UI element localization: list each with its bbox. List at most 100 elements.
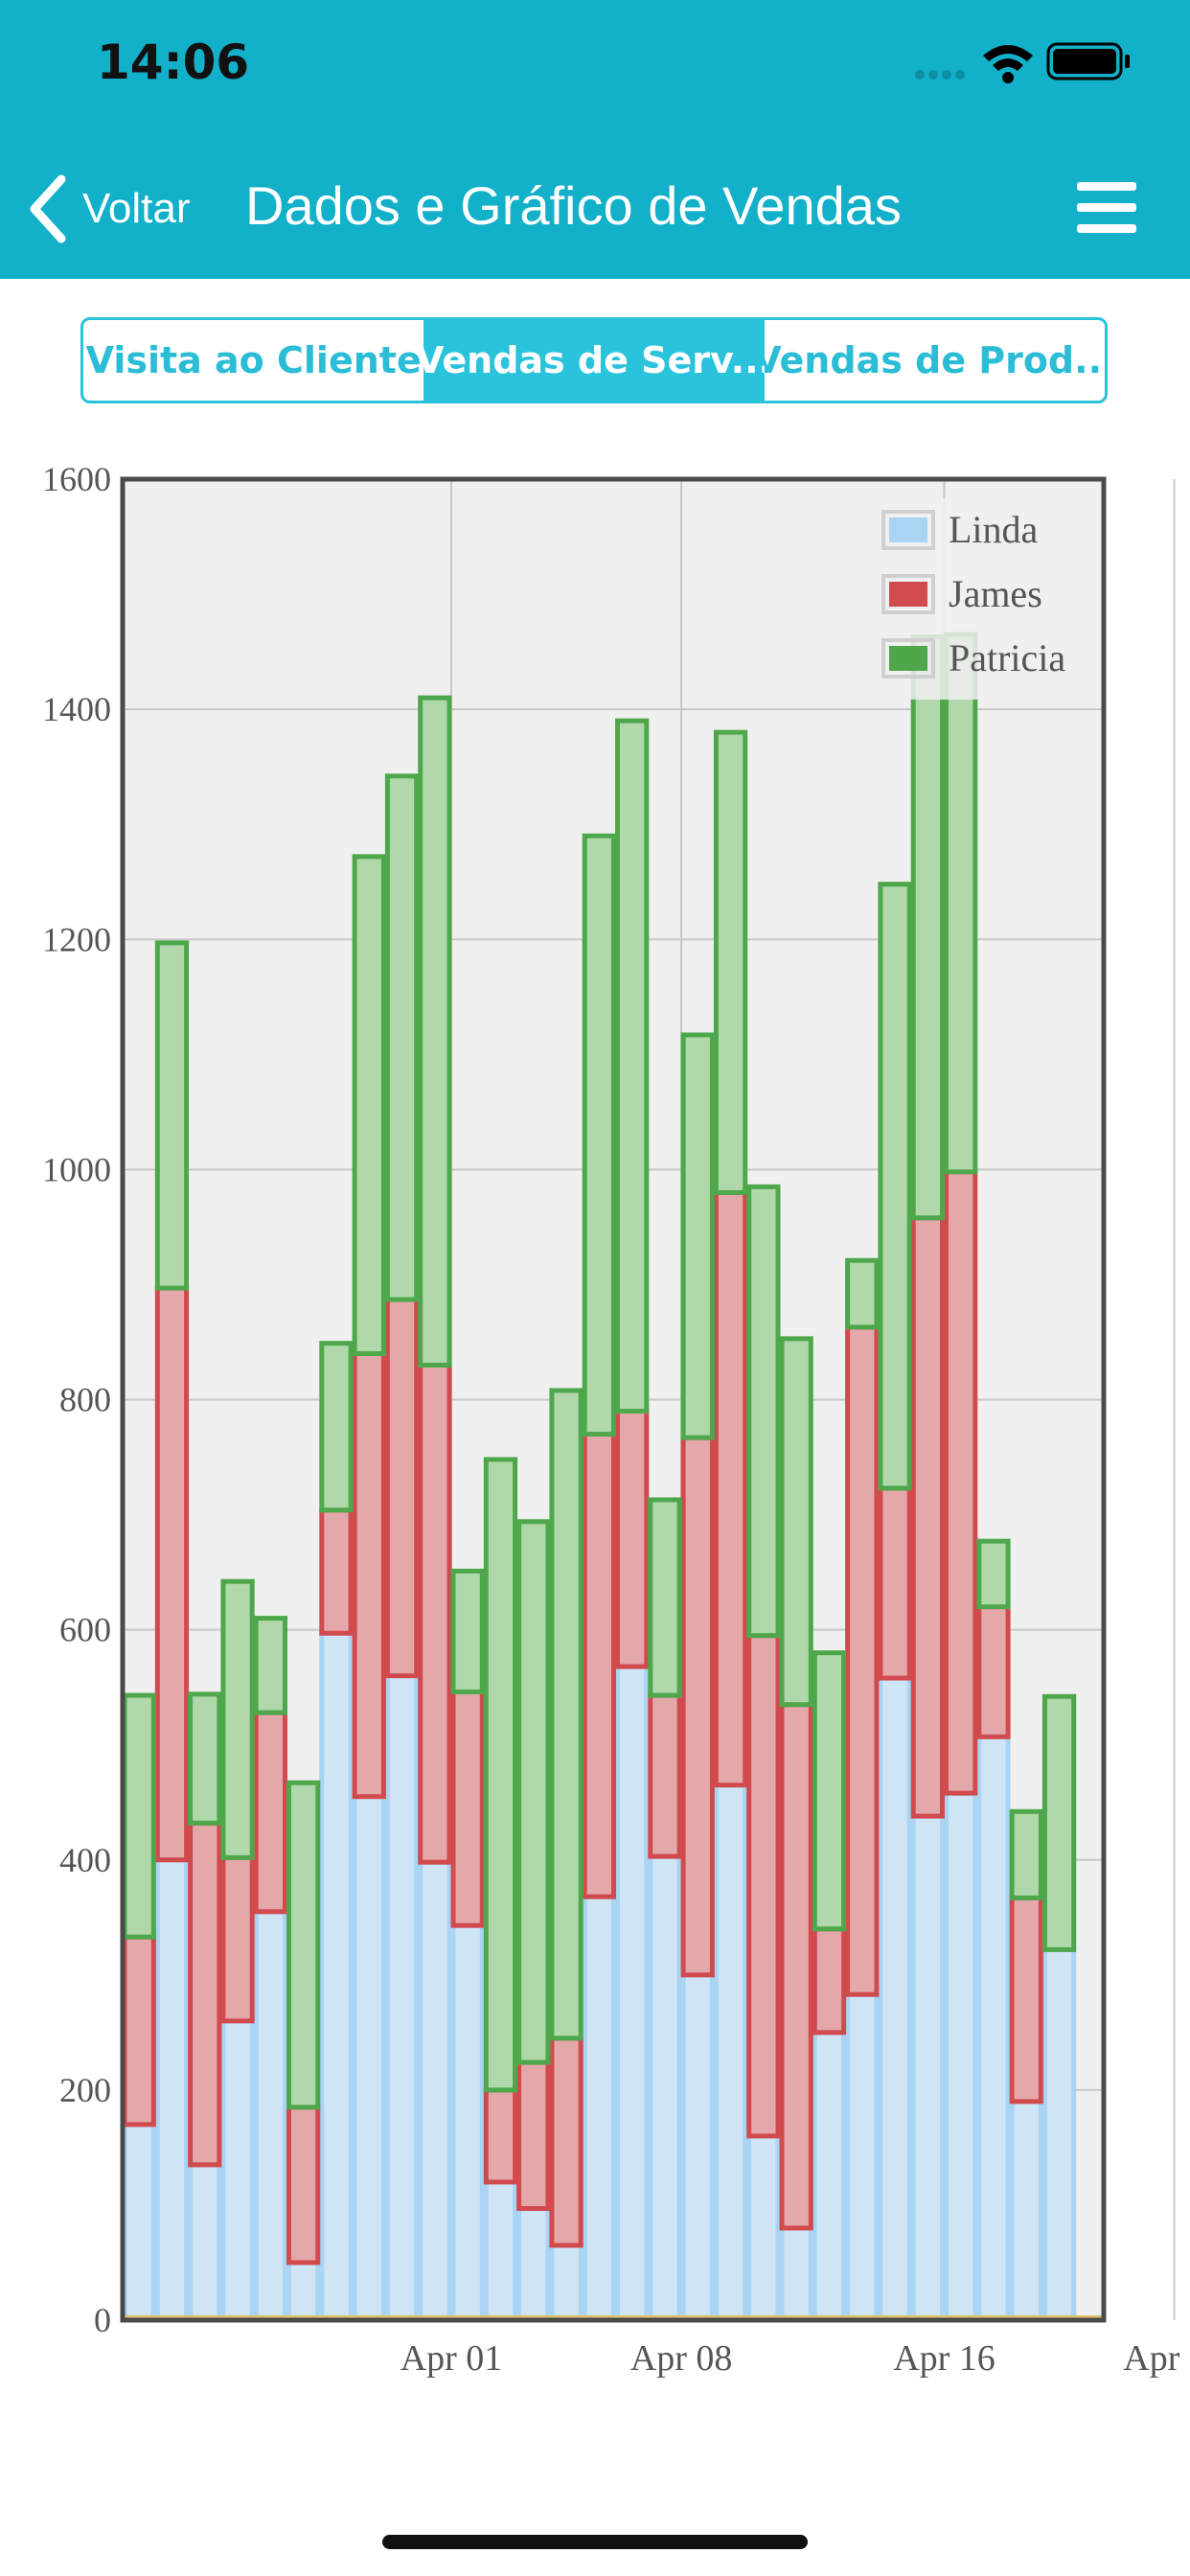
segment-client-visit[interactable]: Visita ao Cliente xyxy=(85,339,422,381)
wifi-icon xyxy=(983,45,1033,83)
bar-segment-linda xyxy=(352,1794,386,2323)
x-tick-label: Apr 08 xyxy=(630,2338,733,2379)
y-tick-label: 200 xyxy=(59,2071,111,2109)
bar-segment-linda xyxy=(582,1894,617,2323)
bar-segment-patricia xyxy=(878,882,912,1491)
bar-segment-patricia xyxy=(944,632,978,1175)
bar-segment-james xyxy=(516,2059,551,2212)
bar-segment-linda xyxy=(878,1675,912,2323)
bar-segment-linda xyxy=(516,2206,551,2323)
bar-segment-patricia xyxy=(910,633,946,1221)
bar-segment-james xyxy=(418,1362,452,1865)
bar-segment-patricia xyxy=(779,1336,813,1708)
bar-segment-linda xyxy=(122,2122,156,2323)
segment-product-sales[interactable]: Vendas de Prod... xyxy=(764,339,1105,381)
bar-segment-linda xyxy=(253,1909,288,2323)
legend-swatch-border xyxy=(881,638,935,678)
bar-segment-james xyxy=(154,1285,190,1863)
bar-segment-james xyxy=(319,1507,354,1636)
segment-service-sales[interactable]: Vendas de Serv... xyxy=(423,320,765,401)
bar-segment-linda xyxy=(976,1734,1011,2323)
menu-button[interactable] xyxy=(1077,182,1136,234)
bar-segment-linda xyxy=(648,1853,682,2323)
bar-segment-linda xyxy=(779,2225,813,2323)
bar-segment-patricia xyxy=(516,1519,551,2065)
bar-segment-linda xyxy=(1009,2099,1043,2323)
legend-label: Patricia xyxy=(949,636,1065,679)
plot-frame xyxy=(120,476,1107,2323)
bar-segment-patricia xyxy=(845,1257,880,1330)
bar-segment-james xyxy=(253,1710,288,1915)
back-button[interactable]: Voltar xyxy=(25,171,191,247)
bar-segment-patricia xyxy=(154,940,190,1291)
x-tick-label: Apr 23 xyxy=(1123,2338,1190,2379)
status-time: 14:06 xyxy=(97,34,250,90)
bar-segment-linda xyxy=(384,1673,420,2323)
page-title: Dados e Gráfico de Vendas xyxy=(245,175,902,236)
bar-segment-james xyxy=(680,1435,715,1978)
bar-segment-james xyxy=(944,1169,978,1796)
bar-segment-james xyxy=(615,1409,650,1669)
legend-swatch-james xyxy=(889,582,927,607)
bar-segment-linda xyxy=(418,1859,452,2323)
legend-swatch-patricia xyxy=(889,646,927,671)
bar-segment-patricia xyxy=(384,773,420,1302)
bar-segment-patricia xyxy=(1009,1808,1043,1900)
bar-segment-linda xyxy=(450,1922,485,2323)
bar-segment-linda xyxy=(845,1991,880,2323)
bar-segment-linda xyxy=(188,2162,222,2323)
bar-segment-james xyxy=(483,2087,518,2185)
bar-segment-patricia xyxy=(319,1341,354,1513)
bar-segment-patricia xyxy=(188,1691,222,1826)
bar-segment-linda xyxy=(615,1664,650,2323)
legend: Linda James Patricia xyxy=(870,498,1085,700)
bar-segment-james xyxy=(450,1689,485,1928)
bar-segment-patricia xyxy=(122,1692,156,1940)
menu-bar xyxy=(1077,182,1136,191)
bar-segment-james xyxy=(220,1854,255,2024)
bar-segment-james xyxy=(910,1215,946,1819)
bar-segment-linda xyxy=(483,2179,518,2323)
home-indicator xyxy=(382,2535,808,2549)
y-tick-label: 800 xyxy=(59,1381,111,1419)
bar-segment-james xyxy=(713,1189,748,1788)
bar-segment-linda xyxy=(713,1782,748,2323)
bar-segment-linda xyxy=(549,2242,584,2323)
bar-segment-patricia xyxy=(549,1388,584,2041)
bar-segment-patricia xyxy=(352,854,386,1356)
bar-segment-patricia xyxy=(812,1650,847,1932)
legend-label: Linda xyxy=(949,508,1039,551)
bar-segment-james xyxy=(746,1633,781,2139)
bar-segment-james xyxy=(845,1324,880,1997)
bar-segment-linda xyxy=(154,1857,190,2323)
bar-segment-patricia xyxy=(713,729,748,1195)
bar-segment-james xyxy=(122,1934,156,2128)
chevron-left-icon xyxy=(30,174,66,243)
battery-icon xyxy=(1046,42,1130,80)
bar-segment-linda xyxy=(1041,1946,1077,2323)
y-tick-label: 1000 xyxy=(42,1150,111,1188)
bar-segment-patricia xyxy=(680,1032,715,1440)
y-tick-label: 400 xyxy=(59,1841,111,1879)
legend-swatch-border xyxy=(881,574,935,614)
bar-segment-patricia xyxy=(286,1780,321,2110)
bar-segment-patricia xyxy=(746,1184,781,1639)
bar-segment-linda xyxy=(746,2133,781,2323)
bar-segment-linda xyxy=(319,1630,354,2323)
bar-segment-james xyxy=(812,1926,847,2036)
legend-label: James xyxy=(949,572,1042,615)
status-icons xyxy=(915,42,1130,83)
bar-segment-patricia xyxy=(483,1457,518,2093)
legend-swatch-linda xyxy=(889,518,927,542)
bar-segment-patricia xyxy=(648,1497,682,1698)
y-tick-label: 1200 xyxy=(42,920,111,958)
bar-segment-patricia xyxy=(450,1568,485,1694)
bar-segment-james xyxy=(188,1820,222,2168)
bar-segment-james xyxy=(779,1702,813,2231)
bar-segment-linda xyxy=(220,2018,255,2323)
bar-segment-james xyxy=(648,1692,682,1859)
navigation-bar: 14:06 Voltar Dados e Gráfico de Vendas xyxy=(0,0,1190,279)
bar-segment-patricia xyxy=(582,833,617,1438)
menu-bar xyxy=(1077,203,1136,212)
y-tick-label: 1400 xyxy=(42,690,111,728)
